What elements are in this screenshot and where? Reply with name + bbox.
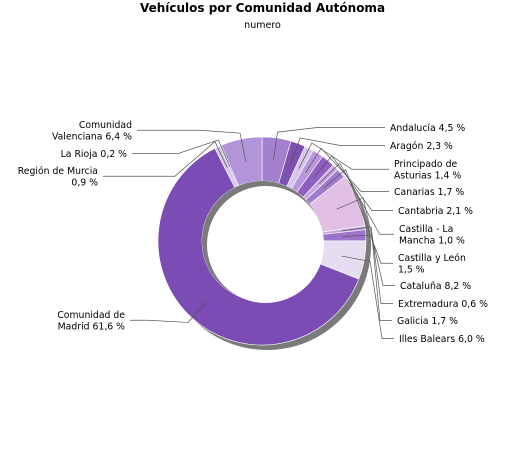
label-line: La Rioja 0,2 %	[61, 149, 128, 160]
leader-line-region-de-murcia	[103, 141, 228, 177]
label-line: Valenciana 6,4 %	[52, 132, 132, 143]
label-comunidad-de-madrid: Comunidad de Madrid 61,6 %	[57, 310, 125, 333]
leader-line-castilla-la-mancha	[319, 162, 394, 235]
chart-slices	[157, 136, 367, 346]
chart-subtitle: numero	[244, 20, 281, 31]
label-line: Canarias 1,7 %	[394, 187, 464, 198]
label-illes-balears: Illes Balears 6,0 %	[399, 334, 485, 345]
leader-line-comunidad-valenciana	[137, 129, 247, 162]
label-line: Castilla y León	[398, 253, 466, 264]
label-line: Principado de	[394, 159, 457, 170]
label-line: Cataluña 8,2 %	[400, 281, 471, 292]
leader-line-illes-balears	[341, 255, 394, 339]
label-line: Asturias 1,4 %	[394, 171, 461, 182]
label-line: Comunidad	[79, 120, 132, 131]
label-comunidad-valenciana: Comunidad Valenciana 6,4 %	[52, 120, 132, 143]
label-andalucia: Andalucía 4,5 %	[390, 123, 465, 134]
label-principado-de-asturias: Principado de Asturias 1,4 %	[394, 159, 461, 182]
label-line: Comunidad de	[57, 310, 125, 321]
label-line: Galicia 1,7 %	[397, 316, 458, 327]
label-cantabria: Cantabria 2,1 %	[398, 206, 473, 217]
leader-line-la-rioja	[132, 139, 231, 167]
label-line: Aragón 2,3 %	[390, 141, 453, 152]
leader-line-extremadura	[342, 226, 393, 304]
label-castilla-y-leon: Castilla y León 1,5 %	[398, 253, 466, 276]
donut-hole-fill	[207, 186, 324, 303]
leader-line-comunidad-de-madrid	[130, 300, 208, 323]
leader-line-aragon	[289, 137, 385, 166]
leader-line-canarias	[305, 147, 389, 192]
label-line: Andalucía 4,5 %	[390, 123, 465, 134]
label-extremadura: Extremadura 0,6 %	[398, 299, 488, 310]
label-galicia: Galicia 1,7 %	[397, 316, 458, 327]
label-canarias: Canarias 1,7 %	[394, 187, 464, 198]
label-aragon: Aragón 2,3 %	[390, 141, 453, 152]
leader-line-galicia	[342, 234, 392, 321]
label-line: 0,9 %	[71, 178, 98, 189]
chart-title: Vehículos por Comunidad Autónoma	[139, 1, 386, 15]
leader-lines	[103, 127, 395, 339]
label-line: Castilla - La	[399, 224, 453, 235]
label-castilla-la-mancha: Castilla - La Mancha 1,0 %	[399, 224, 465, 247]
donut-hole	[202, 181, 324, 303]
label-cataluna: Cataluña 8,2 %	[400, 281, 471, 292]
label-line: Madrid 61,6 %	[58, 322, 126, 333]
leader-line-cantabria	[313, 155, 393, 211]
leader-line-castilla-y-leon	[323, 168, 393, 264]
label-line: Mancha 1,0 %	[399, 236, 465, 247]
label-line: Extremadura 0,6 %	[398, 299, 488, 310]
label-line: 1,5 %	[398, 265, 425, 276]
label-line: Región de Murcia	[18, 166, 98, 177]
leader-line-andalucia	[273, 127, 385, 161]
label-la-rioja: La Rioja 0,2 %	[61, 149, 128, 160]
slice-labels: Andalucía 4,5 % Aragón 2,3 % Principado de…	[18, 120, 488, 345]
label-line: Illes Balears 6,0 %	[399, 334, 485, 345]
label-line: Cantabria 2,1 %	[398, 206, 473, 217]
label-region-de-murcia: Región de Murcia 0,9 %	[18, 166, 98, 189]
